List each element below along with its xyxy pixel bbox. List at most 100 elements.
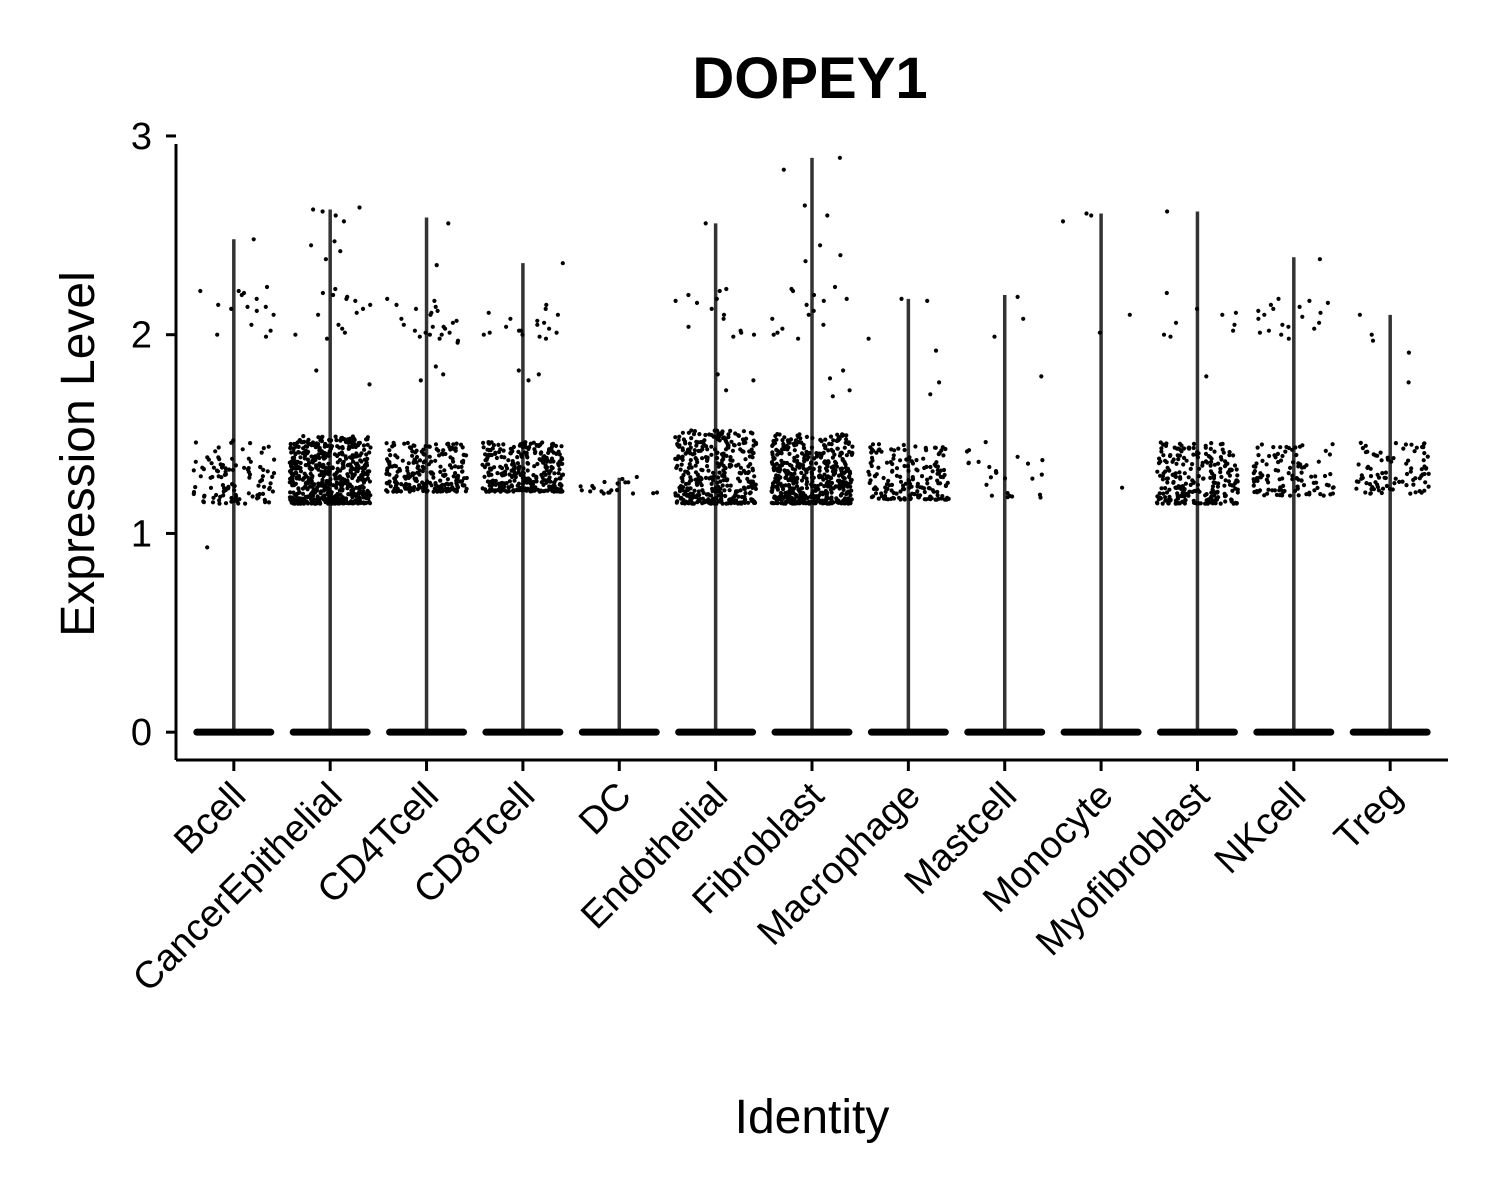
data-point [216, 302, 221, 307]
data-point [579, 488, 584, 493]
data-point [906, 468, 911, 473]
data-point [303, 500, 308, 505]
data-point [365, 476, 370, 481]
data-point [896, 446, 901, 451]
data-point [842, 459, 847, 464]
data-point [1182, 446, 1187, 451]
data-point [287, 480, 292, 485]
data-point [543, 336, 549, 341]
data-point [341, 219, 346, 224]
data-point [844, 296, 849, 301]
data-point [433, 458, 438, 463]
data-point [230, 482, 235, 487]
data-point [701, 490, 706, 495]
data-point [515, 455, 520, 460]
data-point [348, 469, 353, 475]
data-point [251, 237, 256, 242]
data-point [1331, 485, 1336, 490]
data-point [266, 500, 272, 505]
data-point [836, 484, 842, 489]
data-point [1317, 320, 1322, 325]
data-point [1254, 476, 1260, 481]
data-point [788, 500, 793, 505]
data-point [785, 460, 790, 466]
data-point [925, 477, 930, 482]
data-point [1218, 455, 1223, 460]
data-point [384, 488, 389, 493]
data-point [260, 491, 266, 496]
data-point [1367, 482, 1373, 487]
data-point [520, 332, 525, 337]
data-point [318, 463, 323, 468]
data-point [334, 438, 339, 443]
data-point [463, 489, 468, 494]
data-point [976, 459, 981, 464]
data-point [712, 428, 717, 433]
data-point [673, 435, 678, 440]
data-point [807, 501, 812, 506]
data-point [359, 451, 364, 456]
data-point [427, 444, 432, 449]
data-point [721, 453, 726, 459]
data-point [910, 461, 916, 466]
data-point [687, 462, 692, 467]
data-point [1215, 489, 1220, 494]
data-point [525, 468, 530, 473]
data-point [460, 483, 465, 488]
data-point [193, 459, 198, 464]
data-point [335, 466, 340, 471]
data-point [296, 466, 301, 471]
data-point [346, 492, 351, 497]
data-point [700, 456, 705, 461]
data-point [1307, 298, 1312, 303]
data-point [544, 302, 549, 307]
data-point [726, 432, 731, 437]
data-point [1419, 467, 1424, 472]
data-point [193, 440, 198, 445]
data-point [406, 471, 411, 476]
y-tick-label: 2 [131, 315, 152, 357]
data-point [775, 432, 780, 437]
data-point [551, 483, 557, 488]
data-point [554, 330, 559, 335]
data-point [794, 484, 800, 489]
data-point [509, 447, 514, 452]
data-point [781, 495, 786, 501]
data-point [728, 483, 733, 488]
data-point [1182, 487, 1187, 492]
data-point [311, 456, 317, 461]
data-point [246, 466, 251, 471]
data-point [1208, 463, 1213, 468]
data-point [1178, 493, 1183, 498]
data-point [1409, 466, 1414, 471]
data-point [724, 388, 729, 393]
data-point [907, 493, 913, 498]
data-point [1183, 491, 1188, 496]
data-point [400, 458, 405, 463]
data-point [362, 447, 367, 452]
data-point [680, 446, 685, 451]
data-point [805, 467, 810, 472]
data-point [1252, 479, 1257, 484]
data-point [511, 488, 516, 493]
data-point [549, 442, 555, 447]
data-point [1015, 454, 1020, 459]
data-point [736, 494, 741, 499]
data-point [319, 449, 324, 454]
data-point [734, 463, 739, 468]
data-point [518, 442, 523, 447]
data-point [1165, 480, 1170, 485]
data-point [728, 428, 733, 433]
data-point [688, 475, 693, 480]
data-point [395, 455, 400, 460]
data-point [708, 499, 713, 504]
data-point [1181, 462, 1186, 467]
data-point [460, 469, 465, 474]
data-point [730, 448, 736, 453]
data-point [1194, 306, 1200, 311]
data-point [429, 310, 434, 315]
data-point [1266, 487, 1271, 492]
data-point [731, 334, 736, 339]
data-point [821, 322, 826, 327]
data-point [356, 476, 362, 481]
